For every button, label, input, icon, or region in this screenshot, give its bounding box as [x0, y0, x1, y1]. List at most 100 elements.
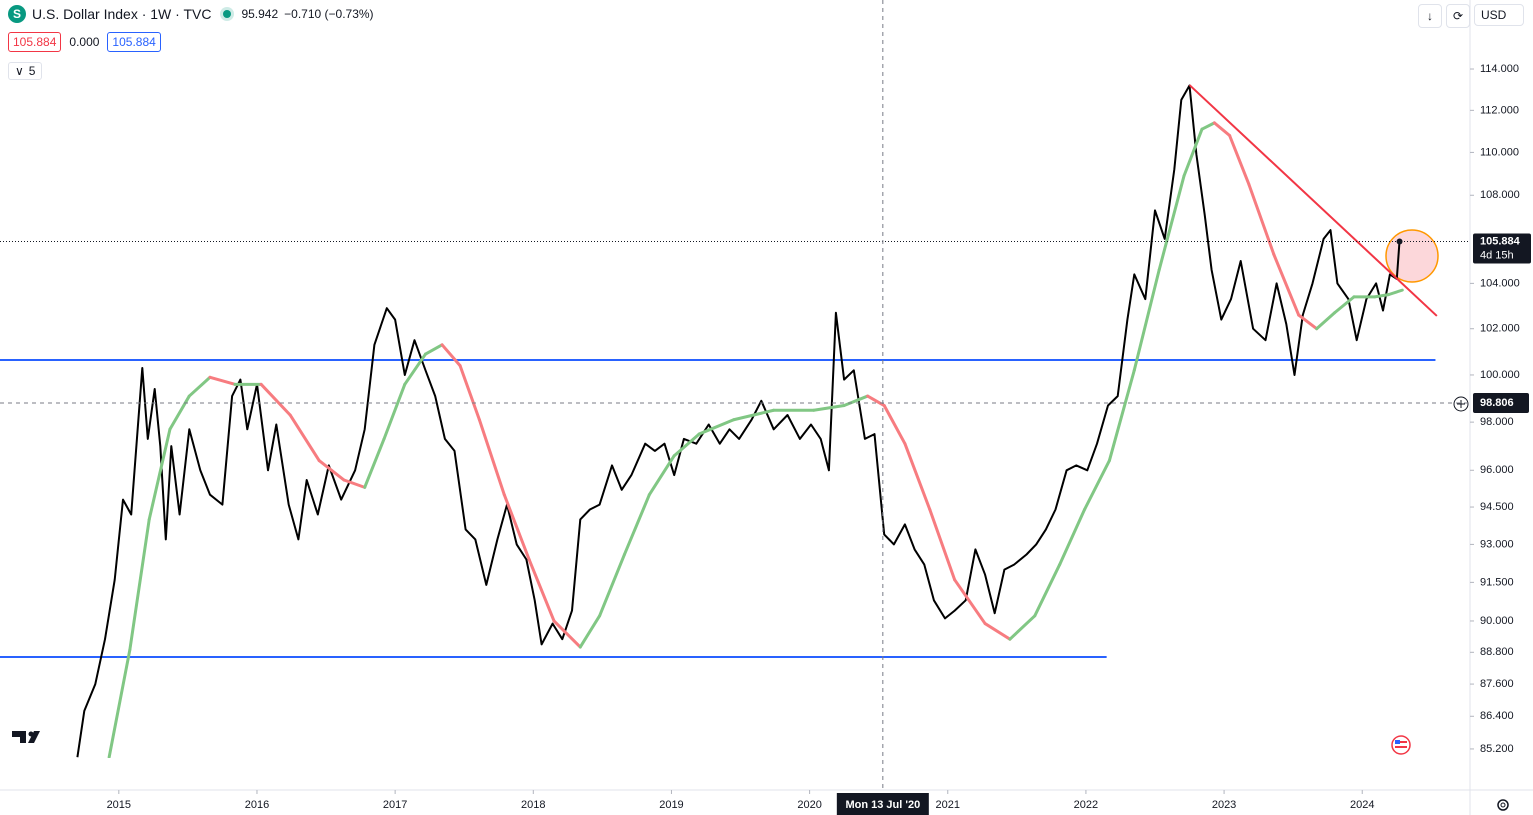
- indicator-value: 0.000: [69, 35, 100, 49]
- moving-average-segment: [812, 404, 846, 412]
- moving-average-segment: [440, 343, 462, 368]
- moving-average-segment: [1212, 121, 1232, 137]
- moving-average-segment: [1132, 268, 1161, 372]
- x-tick-label: 2021: [936, 799, 960, 811]
- x-tick-label: 2023: [1212, 799, 1236, 811]
- moving-average-segment: [1297, 313, 1319, 331]
- symbol-legend: S U.S. Dollar Index · 1W · TVC 95.942 −0…: [8, 5, 374, 23]
- y-tick-label: 85.200: [1480, 743, 1514, 755]
- y-tick-label: 96.000: [1480, 464, 1514, 476]
- highlight-circle: [1385, 229, 1439, 283]
- moving-average-segment: [578, 614, 602, 649]
- y-tick-label: 108.000: [1480, 189, 1520, 201]
- y-tick-label: 87.600: [1480, 678, 1514, 690]
- flag-icon: [1391, 735, 1411, 755]
- currency-button[interactable]: USD: [1474, 4, 1524, 26]
- symbol-icon: S: [8, 5, 26, 23]
- x-tick-label: 2015: [107, 799, 131, 811]
- moving-average-segment: [317, 459, 346, 482]
- x-tick-label: 2018: [521, 799, 545, 811]
- indicator-count: 5: [28, 64, 36, 78]
- y-tick-label: 110.000: [1480, 146, 1519, 158]
- moving-average-segment: [1157, 174, 1186, 272]
- moving-average-segment: [1200, 121, 1216, 131]
- moving-average-segment: [953, 578, 987, 626]
- moving-average-segment: [107, 648, 132, 758]
- tradingview-logo: [12, 731, 40, 743]
- indicator-value: 105.884: [107, 32, 161, 52]
- x-tick-label: 2016: [245, 799, 269, 811]
- moving-average-segment: [732, 408, 776, 422]
- x-tick-label: 2020: [797, 799, 821, 811]
- y-tick-label: 91.500: [1480, 576, 1514, 588]
- price-line: [76, 84, 1401, 758]
- crosshair-time-box: [836, 793, 929, 815]
- moving-average-segment: [882, 404, 907, 446]
- moving-average-segment: [1247, 182, 1276, 256]
- x-tick-label: 2017: [383, 799, 407, 811]
- refresh-button[interactable]: ⟳: [1446, 4, 1470, 28]
- y-tick-label: 90.000: [1480, 615, 1514, 627]
- y-tick-label: 88.800: [1480, 646, 1514, 658]
- symbol-title[interactable]: U.S. Dollar Index · 1W · TVC: [32, 6, 212, 22]
- countdown-label: 4d 15h: [1480, 249, 1514, 261]
- moving-average-segment: [1333, 295, 1356, 315]
- y-tick-label: 104.000: [1480, 277, 1520, 289]
- plot-area: [0, 84, 1470, 758]
- moving-average-segment: [502, 493, 531, 562]
- moving-average-segment: [1373, 293, 1390, 299]
- moving-average-segment: [842, 394, 870, 408]
- crosshair-time-label: Mon 13 Jul '20: [845, 799, 920, 811]
- crosshair-price-box: [1473, 393, 1529, 414]
- moving-average-segment: [128, 517, 151, 652]
- moving-average-segment: [1272, 252, 1301, 317]
- y-tick-label: 98.000: [1480, 416, 1514, 428]
- moving-average-segment: [983, 622, 1012, 641]
- last-price-label: 105.884: [1480, 235, 1521, 247]
- moving-average-segment: [1107, 368, 1136, 463]
- x-tick-label: 2022: [1074, 799, 1098, 811]
- chevron: ∨: [15, 64, 24, 78]
- moving-average-segment: [458, 364, 481, 422]
- moving-average-segment: [168, 394, 191, 431]
- moving-average-segment: [208, 375, 237, 386]
- moving-average-segment: [1315, 311, 1337, 331]
- indicator-toggle[interactable]: ∨ 5: [8, 62, 43, 80]
- y-tick-label: 94.500: [1480, 501, 1514, 513]
- moving-average-segment: [527, 558, 556, 623]
- y-tick-label: 112.000: [1480, 104, 1519, 116]
- crosshair-plus[interactable]: [1453, 396, 1469, 412]
- moving-average-segment: [1058, 508, 1087, 567]
- last-point: [1396, 238, 1403, 245]
- y-tick-label: 100.000: [1480, 369, 1520, 381]
- x-tick-label: 2024: [1350, 799, 1374, 811]
- market-status: [223, 10, 232, 18]
- moving-average-segment: [672, 432, 701, 458]
- download-button[interactable]: ↓: [1418, 4, 1442, 28]
- moving-average-segment: [1228, 133, 1251, 186]
- moving-average-segment: [697, 418, 736, 436]
- last-price-box: [1473, 233, 1531, 264]
- trendline: [1188, 84, 1438, 317]
- moving-average-segment: [866, 394, 886, 408]
- moving-average-segment: [1008, 614, 1037, 641]
- moving-average-segment: [288, 413, 321, 463]
- moving-average-segment: [477, 418, 506, 497]
- moving-average-segment: [147, 427, 172, 521]
- moving-average-segment: [342, 478, 367, 489]
- price-change: −0.710 (−0.73%): [284, 7, 374, 21]
- indicator-value: 105.884: [8, 32, 62, 52]
- x-tick-label: 2019: [659, 799, 683, 811]
- moving-average-segment: [928, 508, 957, 582]
- moving-average-segment: [363, 437, 386, 489]
- crosshair-price-label: 98.806: [1480, 397, 1514, 409]
- moving-average-segment: [259, 382, 292, 417]
- y-tick-label: 114.000: [1480, 63, 1519, 75]
- settings-icon[interactable]: [1497, 799, 1509, 811]
- moving-average-segment: [622, 493, 651, 556]
- last-price: 95.942: [241, 7, 279, 21]
- moving-average-segment: [552, 619, 582, 649]
- moving-average-segment: [1083, 459, 1111, 512]
- moving-average-segment: [187, 375, 212, 398]
